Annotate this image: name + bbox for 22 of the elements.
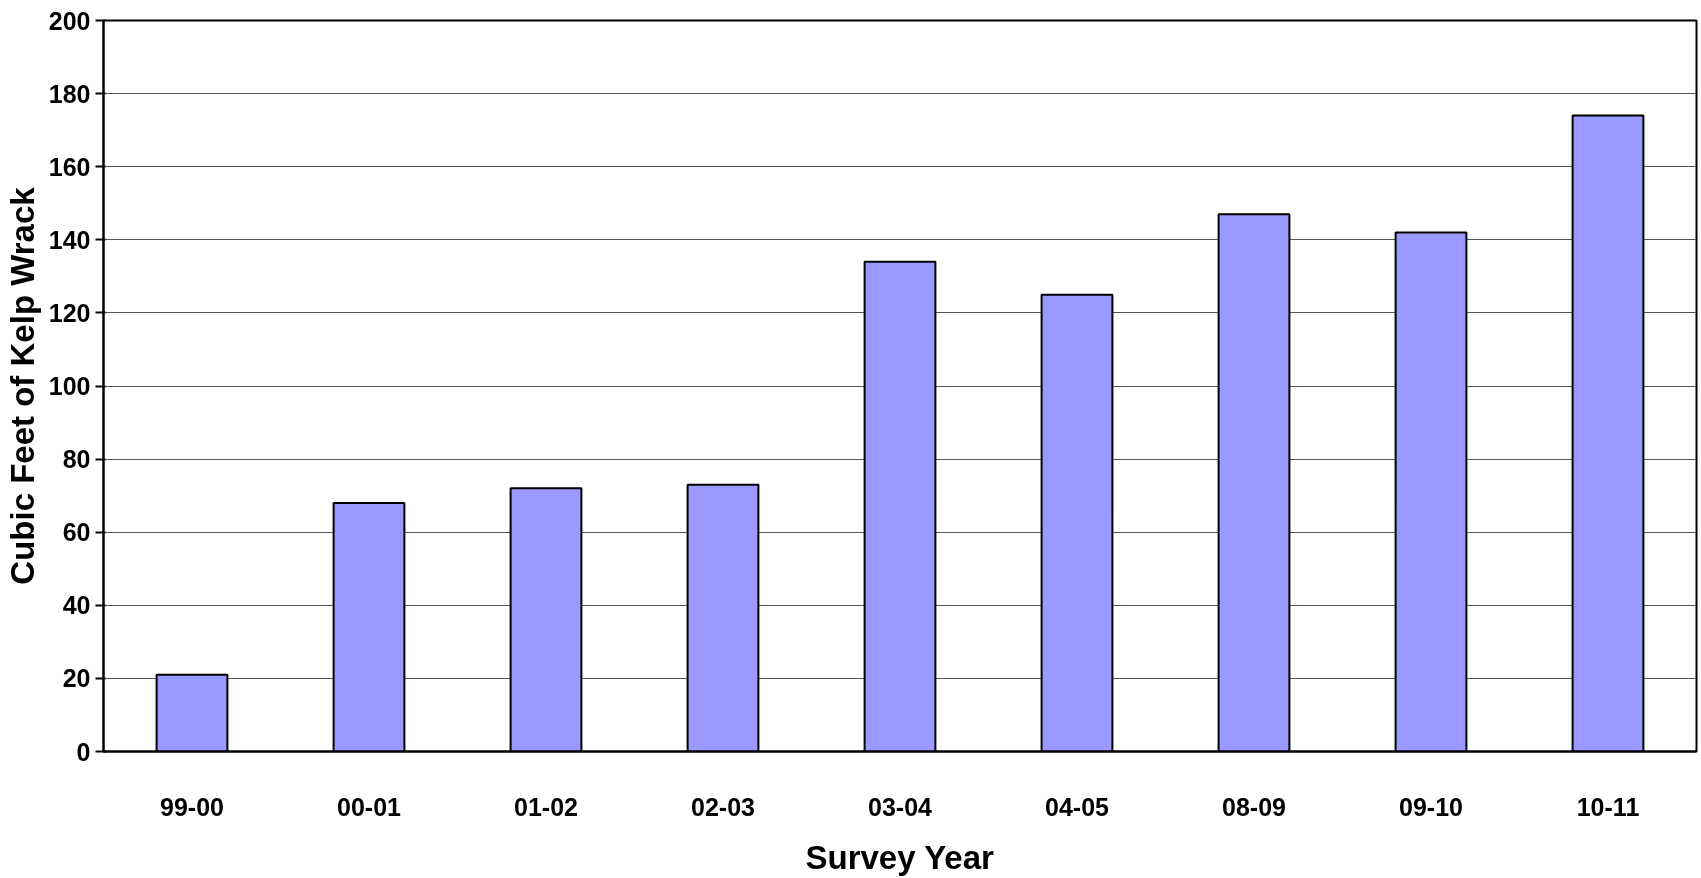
y-tick-label: 160 — [48, 152, 91, 181]
x-axis-title: Survey Year — [805, 838, 995, 876]
x-tick-label: 00-01 — [337, 792, 402, 821]
y-tick-label: 140 — [48, 225, 91, 254]
x-tick-label: 01-02 — [514, 792, 578, 821]
y-tick-label: 120 — [48, 298, 91, 327]
x-tick-label: 04-05 — [1045, 792, 1110, 821]
y-tick-label: 200 — [48, 6, 91, 35]
x-tick-label: 09-10 — [1399, 792, 1463, 821]
y-tick-label: 20 — [62, 664, 91, 693]
y-axis-title: Cubic Feet of Kelp Wrack — [3, 186, 41, 585]
x-tick-label: 02-03 — [691, 792, 755, 821]
y-tick-label: 80 — [62, 445, 91, 474]
x-tick-label: 99-00 — [160, 792, 224, 821]
x-tick-label: 03-04 — [868, 792, 933, 821]
y-tick-label: 100 — [48, 372, 91, 400]
y-tick-label: 0 — [76, 737, 91, 766]
y-tick-label: 40 — [62, 591, 91, 620]
y-tick-label: 60 — [62, 518, 91, 547]
x-tick-label: 08-09 — [1222, 792, 1286, 821]
y-tick-label: 180 — [48, 79, 91, 108]
x-tick-label: 10-11 — [1576, 792, 1640, 821]
